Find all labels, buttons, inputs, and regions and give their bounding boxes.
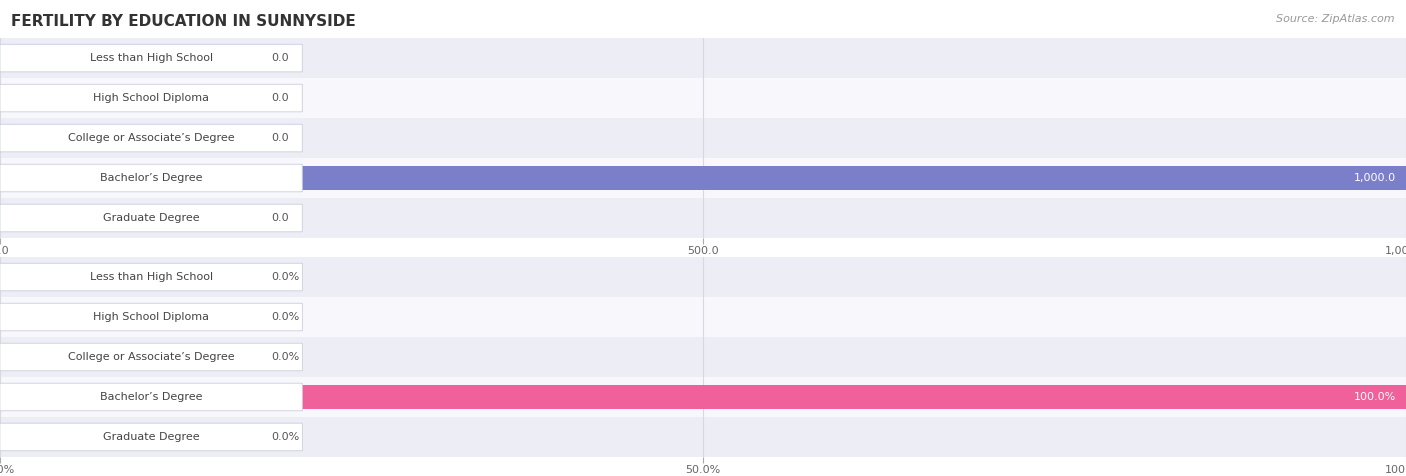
Text: Less than High School: Less than High School xyxy=(90,53,212,63)
Text: High School Diploma: High School Diploma xyxy=(93,312,209,322)
Text: 0.0%: 0.0% xyxy=(271,352,299,362)
FancyBboxPatch shape xyxy=(0,44,302,72)
Text: 0.0: 0.0 xyxy=(271,213,290,223)
Bar xyxy=(0,337,1406,377)
Bar xyxy=(0,86,246,110)
FancyBboxPatch shape xyxy=(0,164,302,192)
Bar xyxy=(0,305,246,329)
Text: 0.0: 0.0 xyxy=(271,93,290,103)
FancyBboxPatch shape xyxy=(0,84,302,112)
Text: Source: ZipAtlas.com: Source: ZipAtlas.com xyxy=(1277,14,1395,24)
FancyBboxPatch shape xyxy=(0,263,302,291)
FancyBboxPatch shape xyxy=(0,423,302,451)
Text: 0.0: 0.0 xyxy=(271,133,290,143)
Bar xyxy=(0,257,1406,297)
Bar xyxy=(0,377,1406,417)
Text: Bachelor’s Degree: Bachelor’s Degree xyxy=(100,173,202,183)
Bar xyxy=(0,46,246,70)
Text: 0.0%: 0.0% xyxy=(271,312,299,322)
Bar xyxy=(0,126,246,150)
Bar xyxy=(0,118,1406,158)
Text: Bachelor’s Degree: Bachelor’s Degree xyxy=(100,392,202,402)
Text: College or Associate’s Degree: College or Associate’s Degree xyxy=(67,352,235,362)
Text: 0.0%: 0.0% xyxy=(271,432,299,442)
Bar xyxy=(0,158,1406,198)
Bar xyxy=(0,78,1406,118)
Text: 0.0: 0.0 xyxy=(271,53,290,63)
Bar xyxy=(0,38,1406,78)
Text: FERTILITY BY EDUCATION IN SUNNYSIDE: FERTILITY BY EDUCATION IN SUNNYSIDE xyxy=(11,14,356,30)
FancyBboxPatch shape xyxy=(0,124,302,152)
FancyBboxPatch shape xyxy=(0,383,302,411)
Text: Graduate Degree: Graduate Degree xyxy=(103,432,200,442)
FancyBboxPatch shape xyxy=(0,343,302,371)
Bar xyxy=(0,265,246,289)
Bar xyxy=(0,417,1406,457)
Bar xyxy=(0,206,246,230)
Text: Graduate Degree: Graduate Degree xyxy=(103,213,200,223)
Bar xyxy=(0,345,246,369)
Text: 1,000.0: 1,000.0 xyxy=(1354,173,1396,183)
Text: High School Diploma: High School Diploma xyxy=(93,93,209,103)
Text: 0.0%: 0.0% xyxy=(271,272,299,282)
Text: College or Associate’s Degree: College or Associate’s Degree xyxy=(67,133,235,143)
Bar xyxy=(0,297,1406,337)
FancyBboxPatch shape xyxy=(0,204,302,232)
Bar xyxy=(0,425,246,449)
Bar xyxy=(0,385,1406,409)
Text: 100.0%: 100.0% xyxy=(1354,392,1396,402)
Bar xyxy=(0,166,1406,190)
Text: Less than High School: Less than High School xyxy=(90,272,212,282)
Bar xyxy=(0,198,1406,238)
FancyBboxPatch shape xyxy=(0,303,302,331)
